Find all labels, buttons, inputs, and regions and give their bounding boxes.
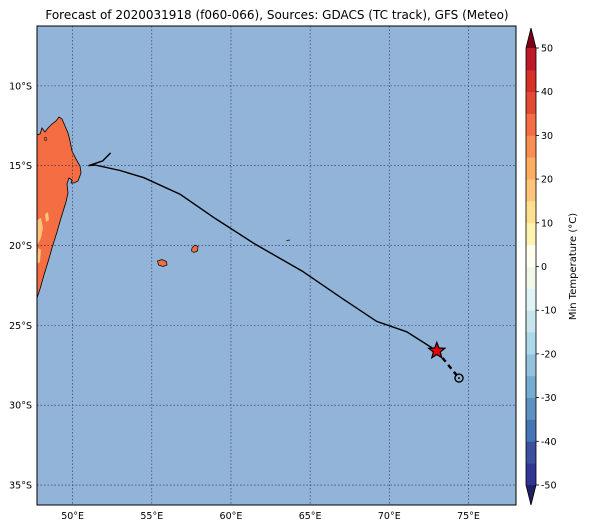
colorbar-segment (526, 135, 536, 158)
track-past-path (88, 164, 438, 352)
track-initial-segment (88, 152, 112, 167)
ocean-area (37, 26, 516, 505)
colorbar-tick-label: -30 (541, 393, 557, 404)
longitude-tick-label: 75°E (457, 511, 480, 522)
colorbar-tick-label: -50 (541, 481, 557, 492)
colorbar-segment (526, 310, 536, 333)
current-position-star-icon (427, 340, 447, 360)
colorbar-segment (526, 266, 536, 289)
latitude-tick-label: 10°S (9, 81, 32, 92)
colorbar-tick-label: 20 (541, 175, 553, 186)
madagascar-highland-patch (37, 248, 41, 264)
temperature-colorbar: -50 -40 -30 -20 -10 0 10 20 30 40 50 (525, 27, 557, 506)
colorbar-segment (526, 244, 536, 267)
latitude-tick-label: 25°S (9, 321, 32, 332)
mauritius-island (191, 244, 199, 253)
map-title: Forecast of 2020031918 (f060-066), Sourc… (45, 8, 508, 22)
colorbar-segment (526, 179, 536, 202)
latitude-tick-label: 20°S (9, 241, 32, 252)
colorbar-segment (526, 48, 536, 71)
madagascar-highland-patch (45, 212, 49, 222)
map-panel (36, 25, 517, 506)
comoros-islet (43, 136, 48, 142)
colorbar-tick-label: 50 (541, 44, 553, 55)
colorbar-tick-label: 10 (541, 218, 553, 229)
forecast-position-dot (457, 377, 460, 380)
longitude-tick-label: 70°E (378, 511, 401, 522)
colorbar-tick-label: 0 (541, 262, 547, 273)
longitude-tick-label: 55°E (140, 511, 163, 522)
longitude-tick-label: 65°E (299, 511, 322, 522)
colorbar-segment (526, 288, 536, 311)
latitude-tick-label: 35°S (9, 481, 32, 492)
longitude-tick-label: 60°E (220, 511, 243, 522)
track-forecast-path (435, 350, 460, 379)
colorbar-over-arrow (526, 28, 536, 48)
colorbar-segment (526, 353, 536, 377)
colorbar-tick-label: 30 (541, 131, 553, 142)
colorbar-segment (526, 463, 536, 486)
longitude-axis: 50°E 55°E 60°E 65°E 70°E 75°E (61, 511, 480, 522)
colorbar-segment (526, 200, 536, 224)
colorbar-segment (526, 419, 536, 442)
graticule-grid (37, 26, 516, 505)
land-masses (37, 116, 291, 299)
colorbar-segment (526, 113, 536, 136)
colorbar-segment (526, 69, 536, 93)
colorbar-label: Min Temperature (°C) (568, 213, 579, 320)
forecast-position-marker (454, 373, 464, 383)
madagascar-highland-patch (37, 218, 43, 244)
rodrigues-island (286, 239, 291, 241)
latitude-axis: 10°S 15°S 20°S 25°S 30°S 35°S (9, 81, 32, 491)
colorbar-segment (526, 157, 536, 180)
colorbar-segment (526, 91, 536, 114)
cyclone-track (88, 152, 464, 383)
latitude-tick-label: 15°S (9, 161, 32, 172)
colorbar-segment (526, 332, 536, 355)
latitude-tick-label: 30°S (9, 401, 32, 412)
colorbar-tick-label: -20 (541, 349, 557, 360)
longitude-tick-label: 50°E (61, 511, 84, 522)
reunion-island (157, 259, 168, 267)
colorbar-segment (526, 397, 536, 420)
colorbar-segment (526, 441, 536, 464)
colorbar-tick-label: -10 (541, 306, 557, 317)
colorbar-tick-label: -40 (541, 437, 557, 448)
map-frame (36, 25, 517, 506)
madagascar-landmass (37, 116, 82, 299)
colorbar-tick-label: 40 (541, 87, 553, 98)
colorbar-segment (526, 222, 536, 246)
colorbar-under-arrow (526, 485, 536, 505)
colorbar-segment (526, 375, 536, 398)
